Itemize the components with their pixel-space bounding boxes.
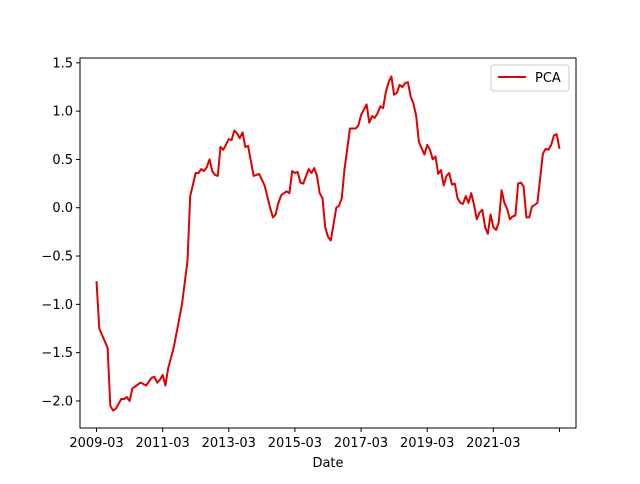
legend: PCA — [490, 64, 570, 92]
plot-area-frame — [79, 57, 577, 429]
series-line-pca — [95, 75, 561, 412]
y-tick-label: −1.5 — [41, 346, 73, 361]
x-tick-label: 2015-03 — [268, 436, 322, 451]
y-tick-label: −1.0 — [41, 298, 73, 313]
x-tick-label: 2011-03 — [136, 436, 190, 451]
y-tick-label: −0.5 — [41, 250, 73, 265]
axis-ticks: −2.0 −1.5 −1.0 −0.5 0.0 0.5 1.0 1.5 2009-03 2011-… — [41, 56, 560, 451]
x-tick-label: 2013-03 — [202, 436, 256, 451]
legend-box — [490, 64, 570, 92]
x-tick-label: 2009-03 — [69, 436, 123, 451]
y-tick-label: −2.0 — [41, 394, 73, 409]
x-tick-label: 2017-03 — [334, 436, 388, 451]
y-tick-label: 0.0 — [52, 201, 73, 216]
y-tick-label: 1.0 — [52, 105, 73, 120]
y-tick-label: 1.5 — [52, 56, 73, 71]
legend-label-pca: PCA — [535, 71, 561, 86]
plot-lines — [95, 75, 561, 412]
y-tick-label: 0.5 — [52, 153, 73, 168]
x-tick-label: 2019-03 — [400, 436, 454, 451]
x-tick-label: 2021-03 — [466, 436, 520, 451]
x-axis-label: Date — [312, 456, 343, 471]
